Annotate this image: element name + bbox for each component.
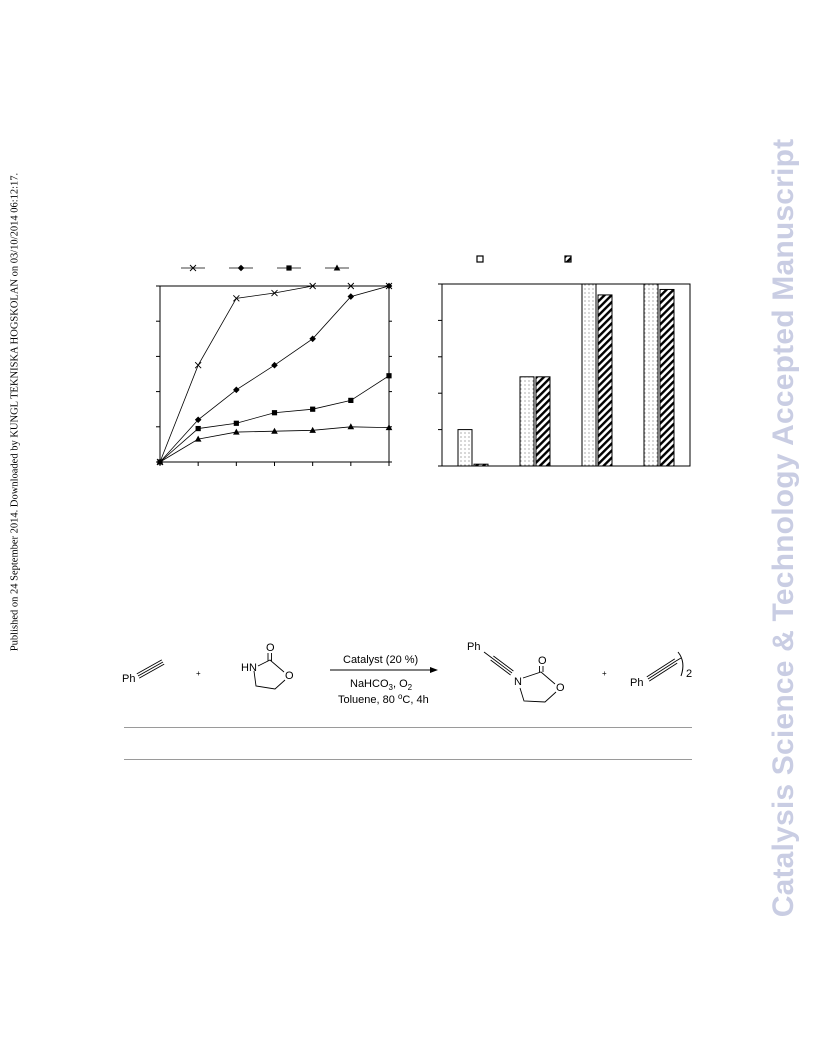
diamond-marker	[347, 293, 355, 300]
product-ph-label: Ph	[467, 641, 480, 653]
arrow-condition-catalyst: Catalyst (20 %)	[343, 654, 418, 666]
product-carbonyl-o: O	[538, 655, 547, 667]
bar-chart-bars	[457, 283, 675, 467]
bar-hatched-3	[597, 294, 613, 467]
square-marker	[233, 420, 239, 426]
table-bottom-rule	[124, 759, 692, 760]
square-marker	[386, 373, 392, 379]
square-marker	[286, 265, 292, 271]
x-marker	[194, 361, 202, 369]
triangle-marker	[233, 428, 240, 435]
diamond-marker	[271, 361, 278, 369]
triangle-marker	[385, 424, 393, 431]
legend-entry-diamond	[229, 264, 253, 272]
bar-hatched-2	[535, 376, 551, 467]
bar-dotted-4	[643, 283, 659, 467]
arrow-condition-base: NaHCO3, O2	[350, 678, 413, 692]
line-chart-legend	[181, 264, 349, 272]
arrow-head	[430, 667, 438, 673]
reactant2-nh-label: HN	[241, 662, 257, 674]
product-n-label: N	[514, 676, 522, 688]
reactant2-carbonyl-o: O	[266, 642, 275, 654]
legend-swatch-dotted	[476, 255, 484, 263]
byproduct-ph-label: Ph	[630, 677, 643, 689]
bar-dotted-2	[519, 376, 535, 467]
x-marker	[233, 295, 240, 302]
reactant1-ph-label: Ph	[122, 673, 135, 685]
diamond-marker	[194, 416, 202, 424]
bar-hatched-4	[659, 288, 675, 467]
legend-entry-square	[277, 265, 301, 271]
x-marker	[189, 264, 197, 272]
triangle-marker	[333, 264, 341, 271]
x-marker	[271, 289, 278, 297]
legend-entry-x	[181, 264, 205, 272]
triangle-marker	[271, 427, 278, 434]
triangle-marker	[309, 426, 316, 433]
triangle-marker	[194, 435, 202, 442]
plus-sign-1: +	[196, 669, 201, 678]
x-marker	[347, 282, 355, 290]
reactant2-ring-o: O	[285, 670, 294, 682]
arrow-condition-solvent: Toluene, 80 oC, 4h	[338, 692, 429, 706]
phenylacetylene-structure: Ph	[122, 659, 165, 685]
diamond-marker	[237, 264, 245, 272]
diyne-byproduct-structure: Ph 2	[630, 651, 692, 689]
line-chart-series	[156, 282, 393, 466]
line-series-triangle	[156, 423, 393, 465]
square-marker	[310, 406, 316, 412]
ynamide-product-structure: Ph N O O	[467, 641, 565, 703]
bar-chart-plot-border	[441, 283, 691, 467]
triangle-marker	[347, 423, 355, 430]
x-marker	[309, 282, 316, 290]
diamond-marker	[385, 282, 393, 290]
bar-dotted-3	[581, 283, 597, 467]
diamond-marker	[233, 386, 240, 394]
bar-chart-frame	[438, 283, 691, 467]
square-marker	[195, 425, 201, 432]
line-chart-frame	[156, 285, 392, 466]
table-top-rule	[124, 727, 692, 728]
product-ring-o: O	[556, 682, 565, 694]
triangle-marker	[156, 458, 164, 465]
legend-swatch-hatched	[564, 255, 572, 263]
square-marker	[271, 410, 278, 416]
reaction-arrow-group: Catalyst (20 %) NaHCO3, O2 Toluene, 80 o…	[330, 654, 438, 706]
bar-chart-legend	[476, 255, 572, 263]
oxazolidinone-structure: HN O O	[241, 642, 294, 690]
bar-hatched-1	[473, 463, 489, 467]
legend-entry-triangle	[325, 264, 349, 271]
byproduct-multiplier: 2	[686, 668, 692, 680]
plus-sign-2: +	[602, 669, 607, 678]
square-marker	[348, 397, 354, 403]
bar-dotted-1	[457, 429, 473, 467]
diamond-marker	[309, 335, 316, 343]
